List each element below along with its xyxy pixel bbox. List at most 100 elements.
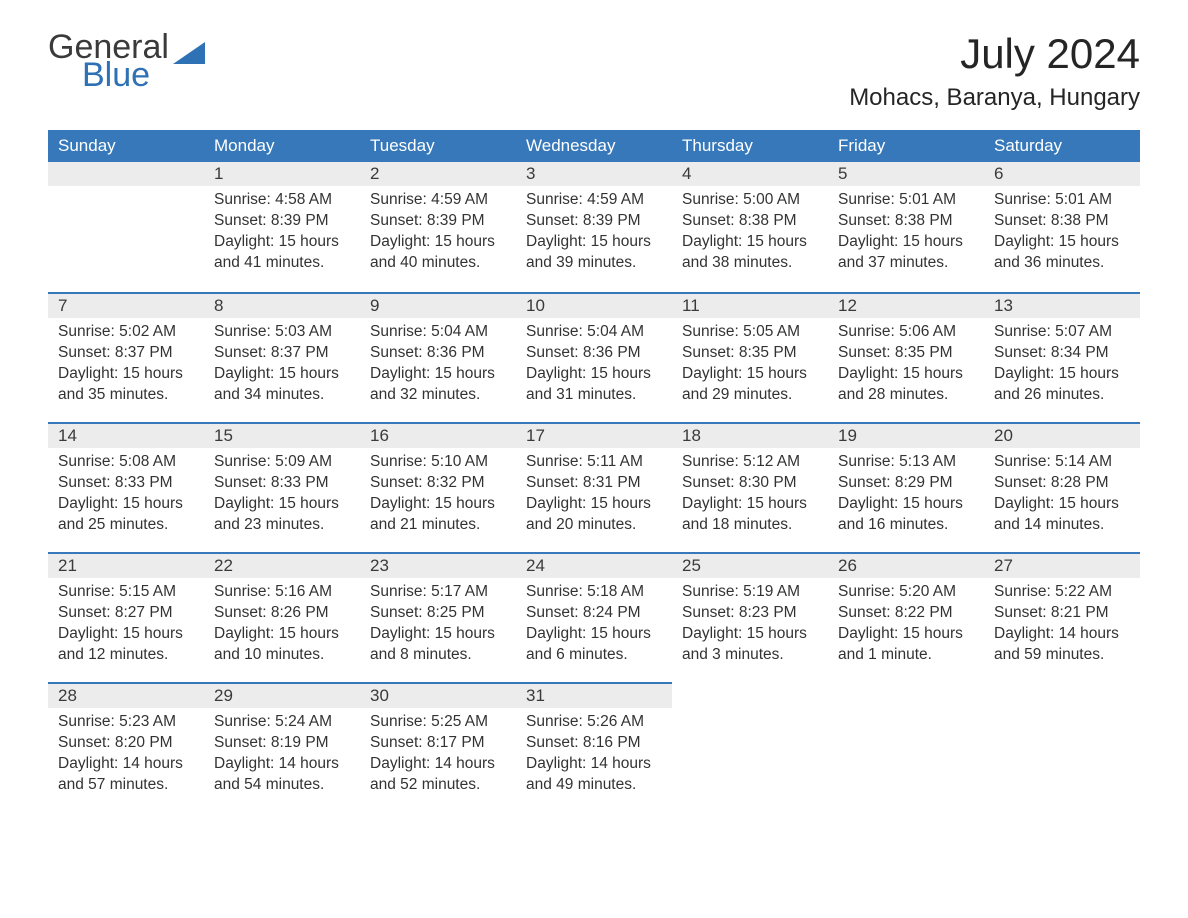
sunrise-text: Sunrise: 5:10 AM [370,452,506,473]
day-number: 8 [204,292,360,318]
sunrise-text: Sunrise: 5:16 AM [214,582,350,603]
sunset-text: Sunset: 8:29 PM [838,473,974,494]
day-details: Sunrise: 5:00 AMSunset: 8:38 PMDaylight:… [672,186,828,282]
sunset-text: Sunset: 8:35 PM [838,343,974,364]
calendar-day-cell: 26Sunrise: 5:20 AMSunset: 8:22 PMDayligh… [828,552,984,682]
calendar-day-cell: 2Sunrise: 4:59 AMSunset: 8:39 PMDaylight… [360,162,516,292]
calendar-day-cell: 9Sunrise: 5:04 AMSunset: 8:36 PMDaylight… [360,292,516,422]
day-details: Sunrise: 5:03 AMSunset: 8:37 PMDaylight:… [204,318,360,414]
daylight-text: Daylight: 15 hours and 12 minutes. [58,624,194,666]
calendar-day-cell: 27Sunrise: 5:22 AMSunset: 8:21 PMDayligh… [984,552,1140,682]
day-number: 2 [360,162,516,186]
daylight-text: Daylight: 15 hours and 16 minutes. [838,494,974,536]
day-details: Sunrise: 5:12 AMSunset: 8:30 PMDaylight:… [672,448,828,544]
day-details: Sunrise: 5:01 AMSunset: 8:38 PMDaylight:… [828,186,984,282]
day-number: 6 [984,162,1140,186]
sunset-text: Sunset: 8:37 PM [214,343,350,364]
logo-word-blue: Blue [82,58,205,92]
month-title: July 2024 [849,30,1140,78]
calendar-day-cell: 13Sunrise: 5:07 AMSunset: 8:34 PMDayligh… [984,292,1140,422]
day-details: Sunrise: 5:11 AMSunset: 8:31 PMDaylight:… [516,448,672,544]
day-details: Sunrise: 5:07 AMSunset: 8:34 PMDaylight:… [984,318,1140,414]
daylight-text: Daylight: 15 hours and 32 minutes. [370,364,506,406]
day-number: 24 [516,552,672,578]
sunrise-text: Sunrise: 4:58 AM [214,190,350,211]
calendar-day-cell [828,682,984,812]
location-subtitle: Mohacs, Baranya, Hungary [849,84,1140,112]
daylight-text: Daylight: 14 hours and 57 minutes. [58,754,194,796]
day-number: 25 [672,552,828,578]
day-number: 31 [516,682,672,708]
sunset-text: Sunset: 8:39 PM [214,211,350,232]
day-details: Sunrise: 5:22 AMSunset: 8:21 PMDaylight:… [984,578,1140,674]
day-number: 4 [672,162,828,186]
title-block: July 2024 Mohacs, Baranya, Hungary [849,30,1140,112]
sunset-text: Sunset: 8:27 PM [58,603,194,624]
sunrise-text: Sunrise: 5:18 AM [526,582,662,603]
sunrise-text: Sunrise: 5:24 AM [214,712,350,733]
sunset-text: Sunset: 8:37 PM [58,343,194,364]
sunrise-text: Sunrise: 5:11 AM [526,452,662,473]
day-number: 7 [48,292,204,318]
day-details: Sunrise: 5:04 AMSunset: 8:36 PMDaylight:… [360,318,516,414]
daylight-text: Daylight: 15 hours and 25 minutes. [58,494,194,536]
calendar-day-cell: 8Sunrise: 5:03 AMSunset: 8:37 PMDaylight… [204,292,360,422]
calendar-day-cell [48,162,204,292]
calendar-day-cell: 30Sunrise: 5:25 AMSunset: 8:17 PMDayligh… [360,682,516,812]
sunset-text: Sunset: 8:34 PM [994,343,1130,364]
sunset-text: Sunset: 8:36 PM [370,343,506,364]
daylight-text: Daylight: 15 hours and 28 minutes. [838,364,974,406]
weekday-header: Sunday [48,130,204,162]
sunset-text: Sunset: 8:28 PM [994,473,1130,494]
weekday-header: Monday [204,130,360,162]
sunset-text: Sunset: 8:38 PM [682,211,818,232]
day-number [48,162,204,186]
daylight-text: Daylight: 15 hours and 40 minutes. [370,232,506,274]
calendar-day-cell: 11Sunrise: 5:05 AMSunset: 8:35 PMDayligh… [672,292,828,422]
calendar-day-cell: 21Sunrise: 5:15 AMSunset: 8:27 PMDayligh… [48,552,204,682]
sunrise-text: Sunrise: 4:59 AM [526,190,662,211]
day-details: Sunrise: 5:20 AMSunset: 8:22 PMDaylight:… [828,578,984,674]
sunrise-text: Sunrise: 5:07 AM [994,322,1130,343]
calendar-day-cell: 3Sunrise: 4:59 AMSunset: 8:39 PMDaylight… [516,162,672,292]
daylight-text: Daylight: 15 hours and 38 minutes. [682,232,818,274]
calendar-day-cell: 5Sunrise: 5:01 AMSunset: 8:38 PMDaylight… [828,162,984,292]
day-details: Sunrise: 5:16 AMSunset: 8:26 PMDaylight:… [204,578,360,674]
day-number: 21 [48,552,204,578]
weekday-header-row: Sunday Monday Tuesday Wednesday Thursday… [48,130,1140,162]
daylight-text: Daylight: 14 hours and 49 minutes. [526,754,662,796]
sunset-text: Sunset: 8:17 PM [370,733,506,754]
sunrise-text: Sunrise: 5:06 AM [838,322,974,343]
calendar-day-cell: 19Sunrise: 5:13 AMSunset: 8:29 PMDayligh… [828,422,984,552]
sunset-text: Sunset: 8:19 PM [214,733,350,754]
day-number: 9 [360,292,516,318]
daylight-text: Daylight: 15 hours and 31 minutes. [526,364,662,406]
daylight-text: Daylight: 15 hours and 6 minutes. [526,624,662,666]
weekday-header: Tuesday [360,130,516,162]
calendar-day-cell: 29Sunrise: 5:24 AMSunset: 8:19 PMDayligh… [204,682,360,812]
logo: General Blue [48,30,205,92]
sunrise-text: Sunrise: 5:03 AM [214,322,350,343]
calendar-day-cell: 12Sunrise: 5:06 AMSunset: 8:35 PMDayligh… [828,292,984,422]
daylight-text: Daylight: 15 hours and 14 minutes. [994,494,1130,536]
calendar-day-cell: 18Sunrise: 5:12 AMSunset: 8:30 PMDayligh… [672,422,828,552]
daylight-text: Daylight: 15 hours and 41 minutes. [214,232,350,274]
daylight-text: Daylight: 15 hours and 37 minutes. [838,232,974,274]
calendar-day-cell: 24Sunrise: 5:18 AMSunset: 8:24 PMDayligh… [516,552,672,682]
day-details: Sunrise: 5:08 AMSunset: 8:33 PMDaylight:… [48,448,204,544]
sunrise-text: Sunrise: 5:13 AM [838,452,974,473]
sunset-text: Sunset: 8:23 PM [682,603,818,624]
calendar-week-row: 14Sunrise: 5:08 AMSunset: 8:33 PMDayligh… [48,422,1140,552]
day-number: 16 [360,422,516,448]
day-number: 18 [672,422,828,448]
day-details: Sunrise: 5:02 AMSunset: 8:37 PMDaylight:… [48,318,204,414]
sunrise-text: Sunrise: 5:00 AM [682,190,818,211]
sunset-text: Sunset: 8:35 PM [682,343,818,364]
daylight-text: Daylight: 15 hours and 20 minutes. [526,494,662,536]
daylight-text: Daylight: 15 hours and 34 minutes. [214,364,350,406]
weekday-header: Thursday [672,130,828,162]
page-header: General Blue July 2024 Mohacs, Baranya, … [48,30,1140,112]
sunrise-text: Sunrise: 5:19 AM [682,582,818,603]
sunset-text: Sunset: 8:39 PM [526,211,662,232]
calendar-day-cell: 15Sunrise: 5:09 AMSunset: 8:33 PMDayligh… [204,422,360,552]
